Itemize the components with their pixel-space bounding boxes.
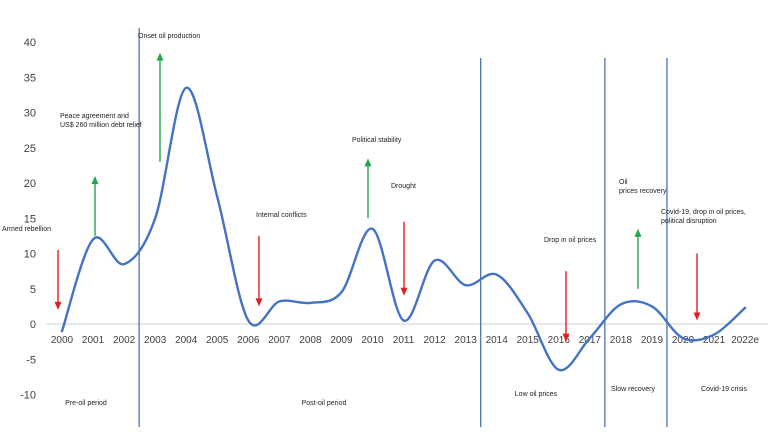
x-tick-label: 2001 [82, 335, 105, 346]
event-label-line: Political stability [352, 137, 402, 144]
x-tick-label: 2005 [206, 335, 229, 346]
x-tick-label: 2008 [299, 335, 322, 346]
x-tick-label: 2019 [641, 335, 664, 346]
x-tick-label: 2022e [731, 335, 759, 346]
x-tick-label: 2012 [423, 335, 446, 346]
x-tick-label: 2007 [268, 335, 291, 346]
y-tick-label: 30 [24, 108, 36, 120]
period-label: Post-oil period [302, 400, 347, 407]
y-tick-label: -5 [26, 354, 36, 366]
x-tick-label: 2017 [579, 335, 602, 346]
x-tick-label: 2015 [517, 335, 540, 346]
event-arrow-head [255, 298, 263, 307]
event-label-line: Peace agreement and [60, 113, 129, 120]
event-arrow-head [91, 175, 99, 184]
event-arrow-head [400, 287, 408, 296]
y-tick-label: -10 [20, 390, 36, 402]
x-tick-label: 2009 [330, 335, 353, 346]
x-tick-label: 2004 [175, 335, 198, 346]
x-tick-label: 2014 [486, 335, 509, 346]
event-label: Political stability [352, 137, 402, 144]
x-tick-label: 2010 [361, 335, 384, 346]
event-label-line: Oil [619, 179, 628, 186]
x-tick-label: 2002 [113, 335, 136, 346]
x-tick-label: 2011 [393, 335, 415, 346]
y-tick-label: 25 [24, 143, 36, 155]
x-tick-label: 2021 [703, 335, 726, 346]
event-label-line: Drop in oil prices [544, 237, 597, 244]
event-label: Armed rebellion [2, 226, 51, 233]
event-label-line: Covid-19, drop in oil prices, [661, 209, 746, 216]
event-arrow-head [634, 228, 642, 237]
event-label-line: Armed rebellion [2, 226, 51, 233]
period-label: Slow recovery [611, 386, 655, 393]
period-label: Low oil prices [515, 391, 558, 398]
y-tick-label: 15 [24, 213, 36, 225]
event-label-line: US$ 260 million debt relief [60, 122, 142, 129]
event-label: Oil prices recovery [619, 179, 667, 195]
y-tick-label: 10 [24, 249, 36, 261]
event-arrow-head [156, 52, 164, 61]
y-tick-label: 5 [30, 284, 36, 296]
x-tick-label: 2003 [144, 335, 167, 346]
x-tick-label: 2018 [610, 335, 633, 346]
event-arrow-head [693, 312, 701, 321]
event-label: Internal conflicts [256, 212, 307, 219]
y-tick-label: 40 [24, 37, 36, 49]
event-label: Drought [391, 183, 416, 190]
event-label-line: Onset oil production [138, 33, 200, 40]
event-label-line: Internal conflicts [256, 212, 307, 219]
event-arrow-head [562, 333, 570, 342]
event-arrow-head [54, 301, 62, 310]
event-label: Peace agreement and US$ 260 million debt … [60, 113, 142, 129]
x-tick-label: 2013 [455, 335, 478, 346]
event-label: Onset oil production [138, 33, 200, 40]
event-label: Drop in oil prices [544, 237, 597, 244]
series-line [60, 86, 747, 372]
y-tick-label: 20 [24, 178, 36, 190]
y-tick-label: 35 [24, 72, 36, 84]
event-label-line: political disruption [661, 218, 717, 225]
y-tick-label: 0 [30, 319, 36, 331]
period-label: Covid-19 crisis [701, 386, 747, 393]
event-label: Covid-19, drop in oil prices, political d… [661, 209, 746, 225]
period-label: Pre-oil period [65, 400, 107, 407]
x-tick-label: 2016 [548, 335, 571, 346]
event-arrow-head [364, 158, 372, 167]
x-tick-label: 2020 [672, 335, 695, 346]
event-label-line: prices recovery [619, 188, 667, 195]
x-tick-label: 2000 [51, 335, 74, 346]
x-tick-label: 2006 [237, 335, 260, 346]
event-label-line: Drought [391, 183, 416, 190]
